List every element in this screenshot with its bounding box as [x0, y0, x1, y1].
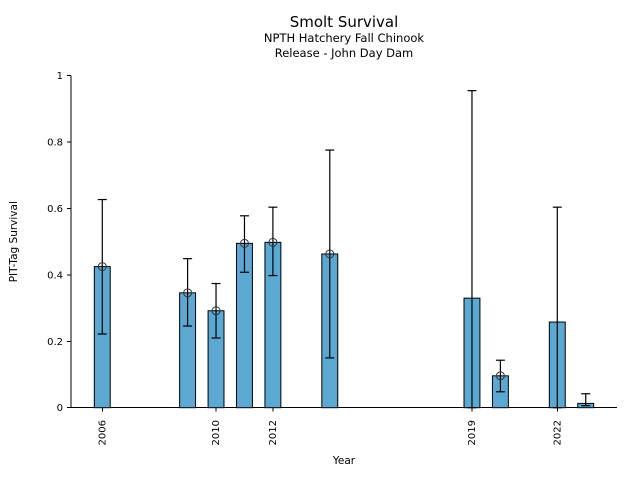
x-tick-label-2006: 2006 [97, 420, 108, 445]
x-tick-label-2012: 2012 [268, 420, 279, 445]
y-tick-label-0.6: 0.6 [47, 204, 63, 215]
y-tick-label-0.8: 0.8 [47, 138, 63, 149]
chart-title: Smolt Survival [290, 13, 399, 31]
y-tick-label-0: 0 [57, 403, 63, 414]
y-tick-label-0.2: 0.2 [47, 337, 63, 348]
axes-spines [70, 75, 617, 409]
point-marker-2012 [268, 237, 278, 247]
y-tick-label-0.4: 0.4 [47, 270, 63, 281]
error-bars-group [97, 90, 591, 409]
point-marker-2014 [325, 249, 335, 259]
x-axis-ticks: 2006 2010 2012 2019 2022 [97, 407, 563, 445]
chart-subtitle-line1: NPTH Hatchery Fall Chinook [264, 31, 424, 45]
bars-group [93, 241, 595, 409]
x-axis-label: Year [332, 455, 356, 467]
chart-subtitle-line2: Release - John Day Dam [275, 46, 414, 60]
y-axis-ticks: 0 0.2 0.4 0.6 0.8 1 [47, 71, 71, 414]
x-tick-label-2010: 2010 [211, 420, 222, 445]
point-marker-2010 [211, 306, 221, 316]
point-marker-2006 [97, 262, 107, 272]
point-marker-2009 [183, 288, 193, 298]
y-axis-label: PIT-Tag Survival [8, 201, 20, 282]
y-tick-label-1: 1 [57, 71, 63, 82]
point-marker-2020 [495, 371, 505, 381]
x-tick-label-2019: 2019 [467, 420, 478, 445]
point-marker-2011 [239, 238, 249, 248]
x-tick-label-2022: 2022 [552, 420, 563, 445]
markers-group [97, 237, 505, 381]
